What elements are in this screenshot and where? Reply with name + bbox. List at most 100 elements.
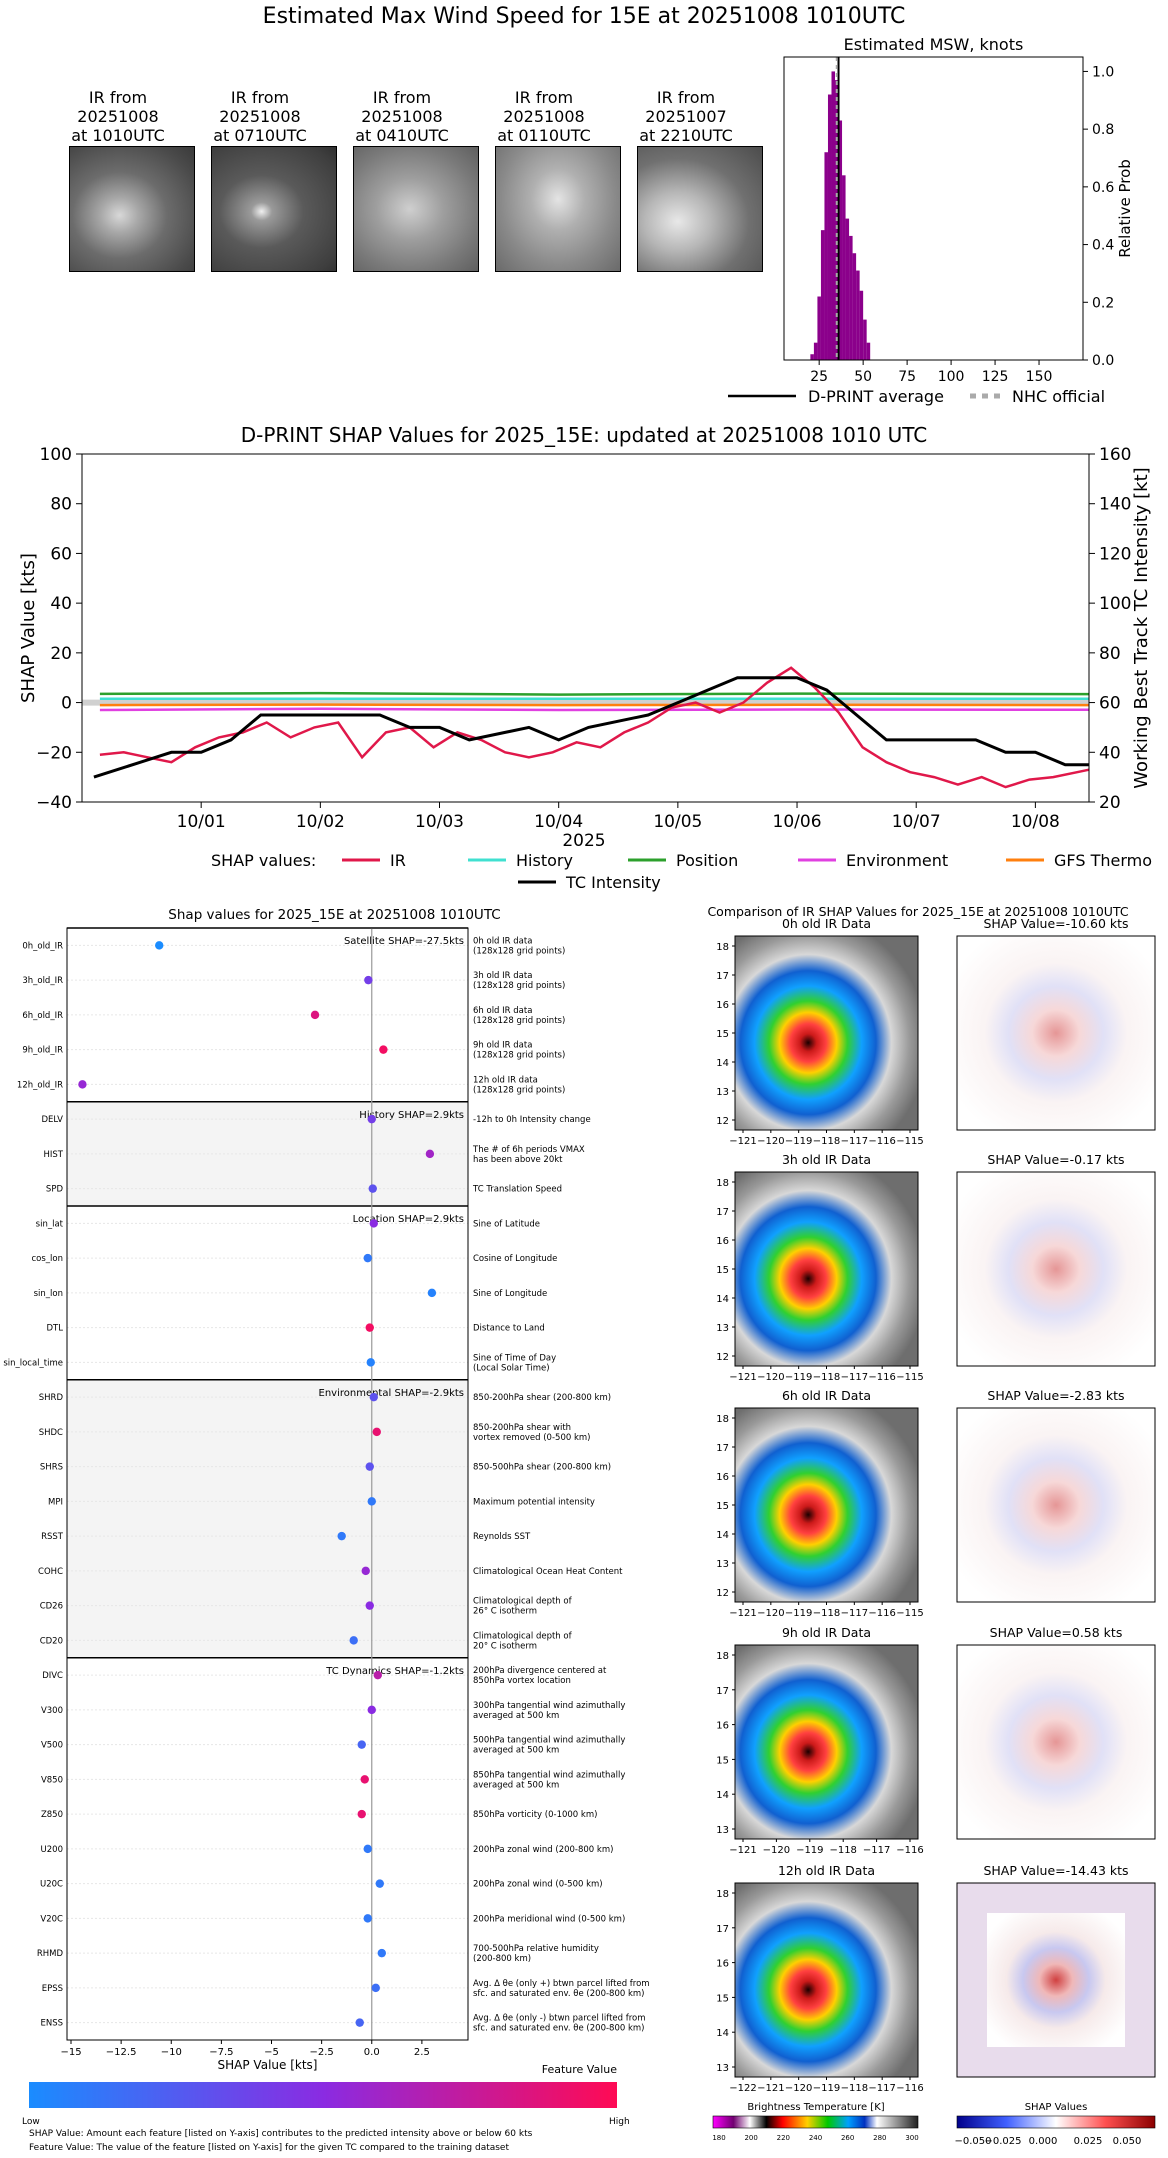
histogram-bar: [859, 290, 864, 360]
timeseries-y2tick-label: 60: [1099, 694, 1121, 714]
note-shap-value: SHAP Value: Amount each feature [listed …: [29, 2129, 533, 2139]
ir-panel-title: 12h old IR Data: [778, 1863, 875, 1878]
feature-value-label: Feature Value: [542, 2063, 618, 2076]
feature-description: Sine of Latitude: [473, 1219, 540, 1229]
histogram-ytick-label: 0.2: [1092, 295, 1114, 311]
ir-ytick-label: 18: [716, 942, 729, 953]
feature-point: [367, 1705, 376, 1715]
feature-name: U20C: [40, 1880, 63, 1890]
histogram-bar: [845, 218, 850, 360]
ir-xtick-label: −121: [757, 2083, 784, 2094]
feature-description: (Local Solar Time): [473, 1363, 550, 1373]
ir-xtick-label: −116: [896, 2083, 923, 2094]
feature-description: Maximum potential intensity: [473, 1497, 595, 1507]
feature-description: has been above 20kt: [473, 1155, 563, 1165]
legend-dprint-label: D-PRINT average: [808, 387, 944, 406]
feature-description: 26° C isotherm: [473, 1607, 537, 1617]
feature-name: SPD: [46, 1185, 64, 1195]
ir-xtick-label: −116: [868, 1372, 895, 1383]
histogram-bar: [838, 120, 843, 360]
histogram-bar: [810, 354, 814, 360]
feature-name: ENSS: [40, 2019, 63, 2029]
ir-xtick-label: −117: [841, 1136, 868, 1147]
timeseries-y2tick-label: 100: [1099, 594, 1131, 614]
ir-ytick-label: 16: [716, 1959, 729, 1970]
ir-ytick-label: 14: [716, 2028, 729, 2039]
ir-comparison-title: Comparison of IR SHAP Values for 2025_15…: [707, 904, 1128, 919]
note-feature-value: Feature Value: The value of the feature …: [29, 2143, 509, 2153]
ir-xtick-label: −117: [863, 1845, 890, 1856]
shap-panel-title: SHAP Value=-10.60 kts: [983, 916, 1128, 931]
shap-panel-title: SHAP Value=-0.17 kts: [987, 1152, 1124, 1167]
feature-description: Climatological depth of: [473, 1597, 573, 1607]
shap-heatmap-core: [987, 1913, 1125, 2047]
beeswarm-xtick-label: −7.5: [209, 2047, 233, 2058]
group-label: Location SHAP=2.9kts: [353, 1214, 464, 1225]
feature-description: 3h old IR data: [473, 971, 532, 981]
shap-cb-tick-label: −0.050: [954, 2136, 991, 2147]
ir-ytick-label: 16: [716, 1000, 729, 1011]
bt-tick-label: 240: [809, 2134, 822, 2142]
histogram-ytick-label: 0.4: [1092, 238, 1114, 254]
feature-name: sin_local_time: [3, 1358, 63, 1368]
feature-name: 9h_old_IR: [22, 1046, 63, 1056]
ir-panel-title: 6h old IR Data: [782, 1388, 871, 1403]
histogram-xtick-label: 75: [898, 369, 916, 385]
ir-image-0: [69, 146, 195, 272]
timeseries-y2tick-label: 40: [1099, 743, 1121, 763]
ir-heatmap: [734, 935, 919, 1131]
ir-ytick-label: 15: [716, 1265, 729, 1276]
sat-title-1: IR from 20251008 at 0710UTC: [213, 88, 307, 145]
histogram-bar: [817, 296, 821, 360]
histogram-xtick-label: 125: [982, 369, 1009, 385]
ir-xtick-label: −118: [813, 1136, 840, 1147]
ir-xtick-label: −118: [829, 1845, 856, 1856]
feature-point: [349, 1636, 358, 1645]
timeseries-ytick-label: 60: [50, 544, 72, 564]
timeseries-ytick-label: 20: [50, 644, 72, 664]
feature-name: CD20: [40, 1636, 63, 1646]
ir-ytick-label: 18: [716, 1889, 729, 1900]
feature-name: V300: [41, 1706, 63, 1716]
feature-name: MPI: [48, 1497, 63, 1507]
feature-name: EPSS: [42, 1984, 63, 1994]
ir-xtick-label: −120: [785, 2083, 812, 2094]
beeswarm-frame: [66, 927, 469, 2041]
ir-image-3: [495, 146, 621, 272]
ir-xtick-label: −122: [729, 2083, 756, 2094]
feature-name: HIST: [44, 1150, 64, 1160]
ir-ytick-label: 15: [716, 1029, 729, 1040]
group-shade: [67, 1379, 468, 1658]
bt-tick-label: 260: [841, 2134, 854, 2142]
shap-cb-tick-label: 0.000: [1029, 2136, 1058, 2147]
feature-point: [364, 975, 373, 985]
feature-description: (128x128 grid points): [473, 1085, 565, 1095]
timeseries-y2tick-label: 160: [1099, 445, 1131, 465]
group-label: History SHAP=2.9kts: [359, 1110, 464, 1121]
feature-name: sin_lat: [36, 1219, 64, 1229]
legend-label-environment: Environment: [846, 851, 948, 870]
ir-xtick-label: −116: [868, 1136, 895, 1147]
high-label: High: [609, 2117, 630, 2127]
ir-ytick-label: 17: [716, 1443, 729, 1454]
bt-tick-label: 200: [744, 2134, 757, 2142]
histogram-title: Estimated MSW, knots: [844, 35, 1024, 54]
feature-description: (128x128 grid points): [473, 981, 565, 991]
ir-xtick-label: −119: [785, 1608, 812, 1619]
beeswarm-xtick-label: −12.5: [106, 2047, 137, 2058]
feature-description: (200-800 km): [473, 1954, 531, 1964]
histogram-bar: [820, 230, 825, 360]
ir-ytick-label: 18: [716, 1178, 729, 1189]
feature-point: [357, 1809, 366, 1819]
ir-heatmap: [734, 1407, 919, 1603]
ir-heatmap: [734, 1882, 919, 2078]
feature-point: [367, 1114, 376, 1124]
feature-point: [372, 1427, 381, 1437]
timeseries-xtick-label: 10/01: [177, 812, 226, 832]
histogram-ytick-label: 0.0: [1092, 353, 1114, 369]
ir-image-2: [353, 146, 479, 272]
feature-point: [369, 1219, 378, 1228]
beeswarm-xlabel: SHAP Value [kts]: [218, 2058, 318, 2072]
bottom-colorbars: Feature Value Low High SHAP Value: Amount e…: [22, 2063, 1156, 2153]
